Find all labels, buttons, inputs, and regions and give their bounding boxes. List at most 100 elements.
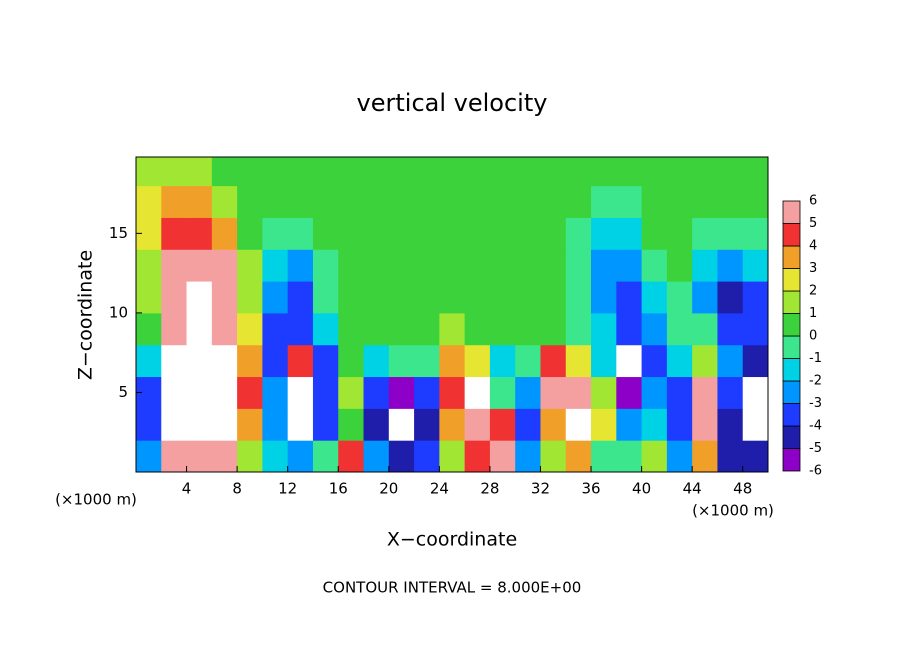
cell <box>237 281 263 314</box>
cell <box>616 440 643 472</box>
cell <box>211 281 238 314</box>
cell <box>439 185 466 218</box>
cell <box>363 312 390 346</box>
cell <box>388 408 415 441</box>
colorbar-box <box>782 403 801 427</box>
cell <box>287 185 314 218</box>
cell <box>616 185 643 218</box>
cell <box>211 217 238 250</box>
cell <box>464 217 491 250</box>
cell <box>136 408 162 441</box>
cell <box>641 157 668 187</box>
cell <box>692 217 718 250</box>
cell <box>565 408 592 441</box>
cell <box>692 185 718 218</box>
cell <box>464 185 491 218</box>
cell <box>591 157 617 187</box>
cell <box>439 217 466 250</box>
x-tick-label: 40 <box>632 480 651 498</box>
cell <box>262 157 289 187</box>
cell <box>515 185 541 218</box>
cell <box>489 344 516 378</box>
cell <box>237 344 263 378</box>
x-unit-label: (×1000 m) <box>55 491 137 509</box>
cell <box>161 157 188 187</box>
cell <box>540 408 567 441</box>
cell <box>312 185 339 218</box>
cell <box>414 344 440 378</box>
cell <box>591 185 617 218</box>
cell <box>211 440 238 472</box>
cell <box>616 312 643 346</box>
cell <box>439 408 466 441</box>
cell <box>136 157 162 187</box>
chart-title: vertical velocity <box>357 89 548 117</box>
cell <box>464 249 491 282</box>
cell <box>136 281 162 314</box>
y-tick-label: 5 <box>118 383 128 401</box>
cell <box>363 185 390 218</box>
cell <box>742 185 768 218</box>
cell <box>641 440 668 472</box>
cell <box>717 408 744 441</box>
cell <box>616 408 643 441</box>
cell <box>439 249 466 282</box>
cell <box>717 185 744 218</box>
cell <box>666 344 693 378</box>
cell <box>540 185 567 218</box>
y-tick-label: 15 <box>109 224 128 242</box>
cell <box>565 281 592 314</box>
cell <box>287 312 314 346</box>
cell <box>161 408 188 441</box>
cell <box>717 376 744 409</box>
cell <box>692 249 718 282</box>
cell <box>666 281 693 314</box>
cell <box>742 249 768 282</box>
cell <box>161 376 188 409</box>
cell <box>237 185 263 218</box>
cell <box>742 408 768 441</box>
cell <box>591 376 617 409</box>
cell <box>211 157 238 187</box>
cell <box>312 440 339 472</box>
cell <box>641 312 668 346</box>
footer-note: CONTOUR INTERVAL = 8.000E+00 <box>323 579 582 597</box>
field <box>136 157 768 472</box>
cell <box>515 249 541 282</box>
cell <box>161 312 188 346</box>
cell <box>439 281 466 314</box>
cell <box>312 312 339 346</box>
cell <box>414 157 440 187</box>
cell <box>262 376 289 409</box>
colorbar-box <box>782 448 801 472</box>
cell <box>414 408 440 441</box>
cell <box>540 281 567 314</box>
cell <box>489 312 516 346</box>
cell <box>136 440 162 472</box>
cell <box>565 440 592 472</box>
cell <box>186 185 213 218</box>
cell <box>515 157 541 187</box>
cell <box>338 312 365 346</box>
cell <box>161 249 188 282</box>
cell <box>414 217 440 250</box>
cell <box>136 312 162 346</box>
cell <box>742 312 768 346</box>
cell <box>363 249 390 282</box>
cell <box>540 249 567 282</box>
cell <box>262 185 289 218</box>
cell <box>211 249 238 282</box>
cell <box>338 249 365 282</box>
cell <box>692 281 718 314</box>
cell <box>565 376 592 409</box>
cell <box>287 157 314 187</box>
cell <box>641 408 668 441</box>
cell <box>742 344 768 378</box>
cell <box>515 312 541 346</box>
cell <box>363 217 390 250</box>
cell <box>464 344 491 378</box>
cell <box>464 157 491 187</box>
cell <box>666 217 693 250</box>
x-tick-label: 4 <box>182 480 192 498</box>
